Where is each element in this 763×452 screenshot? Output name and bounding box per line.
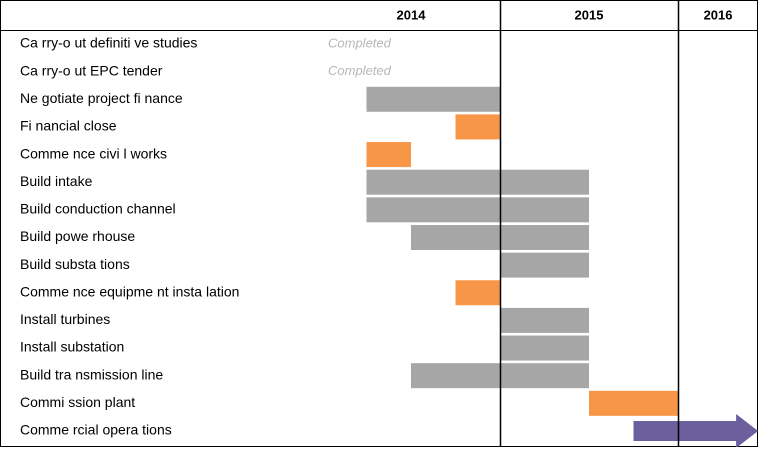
task-label: Commi ssion plant [20, 394, 135, 410]
task-bar [366, 169, 589, 195]
task-status: Completed [328, 63, 392, 78]
year-label: 2016 [704, 7, 733, 22]
task-bar [366, 142, 411, 168]
task-bar [455, 114, 500, 140]
task-bar [500, 252, 589, 278]
task-label: Ca rry-o ut definiti ve studies [20, 35, 197, 51]
year-label: 2015 [575, 7, 604, 22]
task-bar [366, 197, 589, 223]
task-bar [500, 307, 589, 333]
year-label: 2014 [397, 7, 427, 22]
task-label: Build conduction channel [20, 201, 176, 217]
task-arrow [633, 413, 759, 448]
task-label: Build substa tions [20, 256, 130, 272]
task-bar [500, 335, 589, 361]
task-label: Build powe rhouse [20, 228, 135, 244]
task-status: Completed [328, 35, 392, 50]
task-label: Install turbines [20, 311, 110, 327]
task-label: Ca rry-o ut EPC tender [20, 62, 163, 78]
task-label: Fi nancial close [20, 118, 117, 134]
task-label: Build intake [20, 173, 93, 189]
task-bar [455, 280, 500, 306]
task-label: Ne gotiate project fi nance [20, 90, 183, 106]
task-label: Install substation [20, 339, 124, 355]
task-label: Comme rcial opera tions [20, 422, 172, 438]
task-label: Build tra nsmission line [20, 366, 163, 382]
task-label: Comme nce equipme nt insta lation [20, 283, 239, 299]
task-label: Comme nce civi l works [20, 145, 167, 161]
task-bar [366, 86, 500, 112]
task-bar [589, 390, 678, 416]
